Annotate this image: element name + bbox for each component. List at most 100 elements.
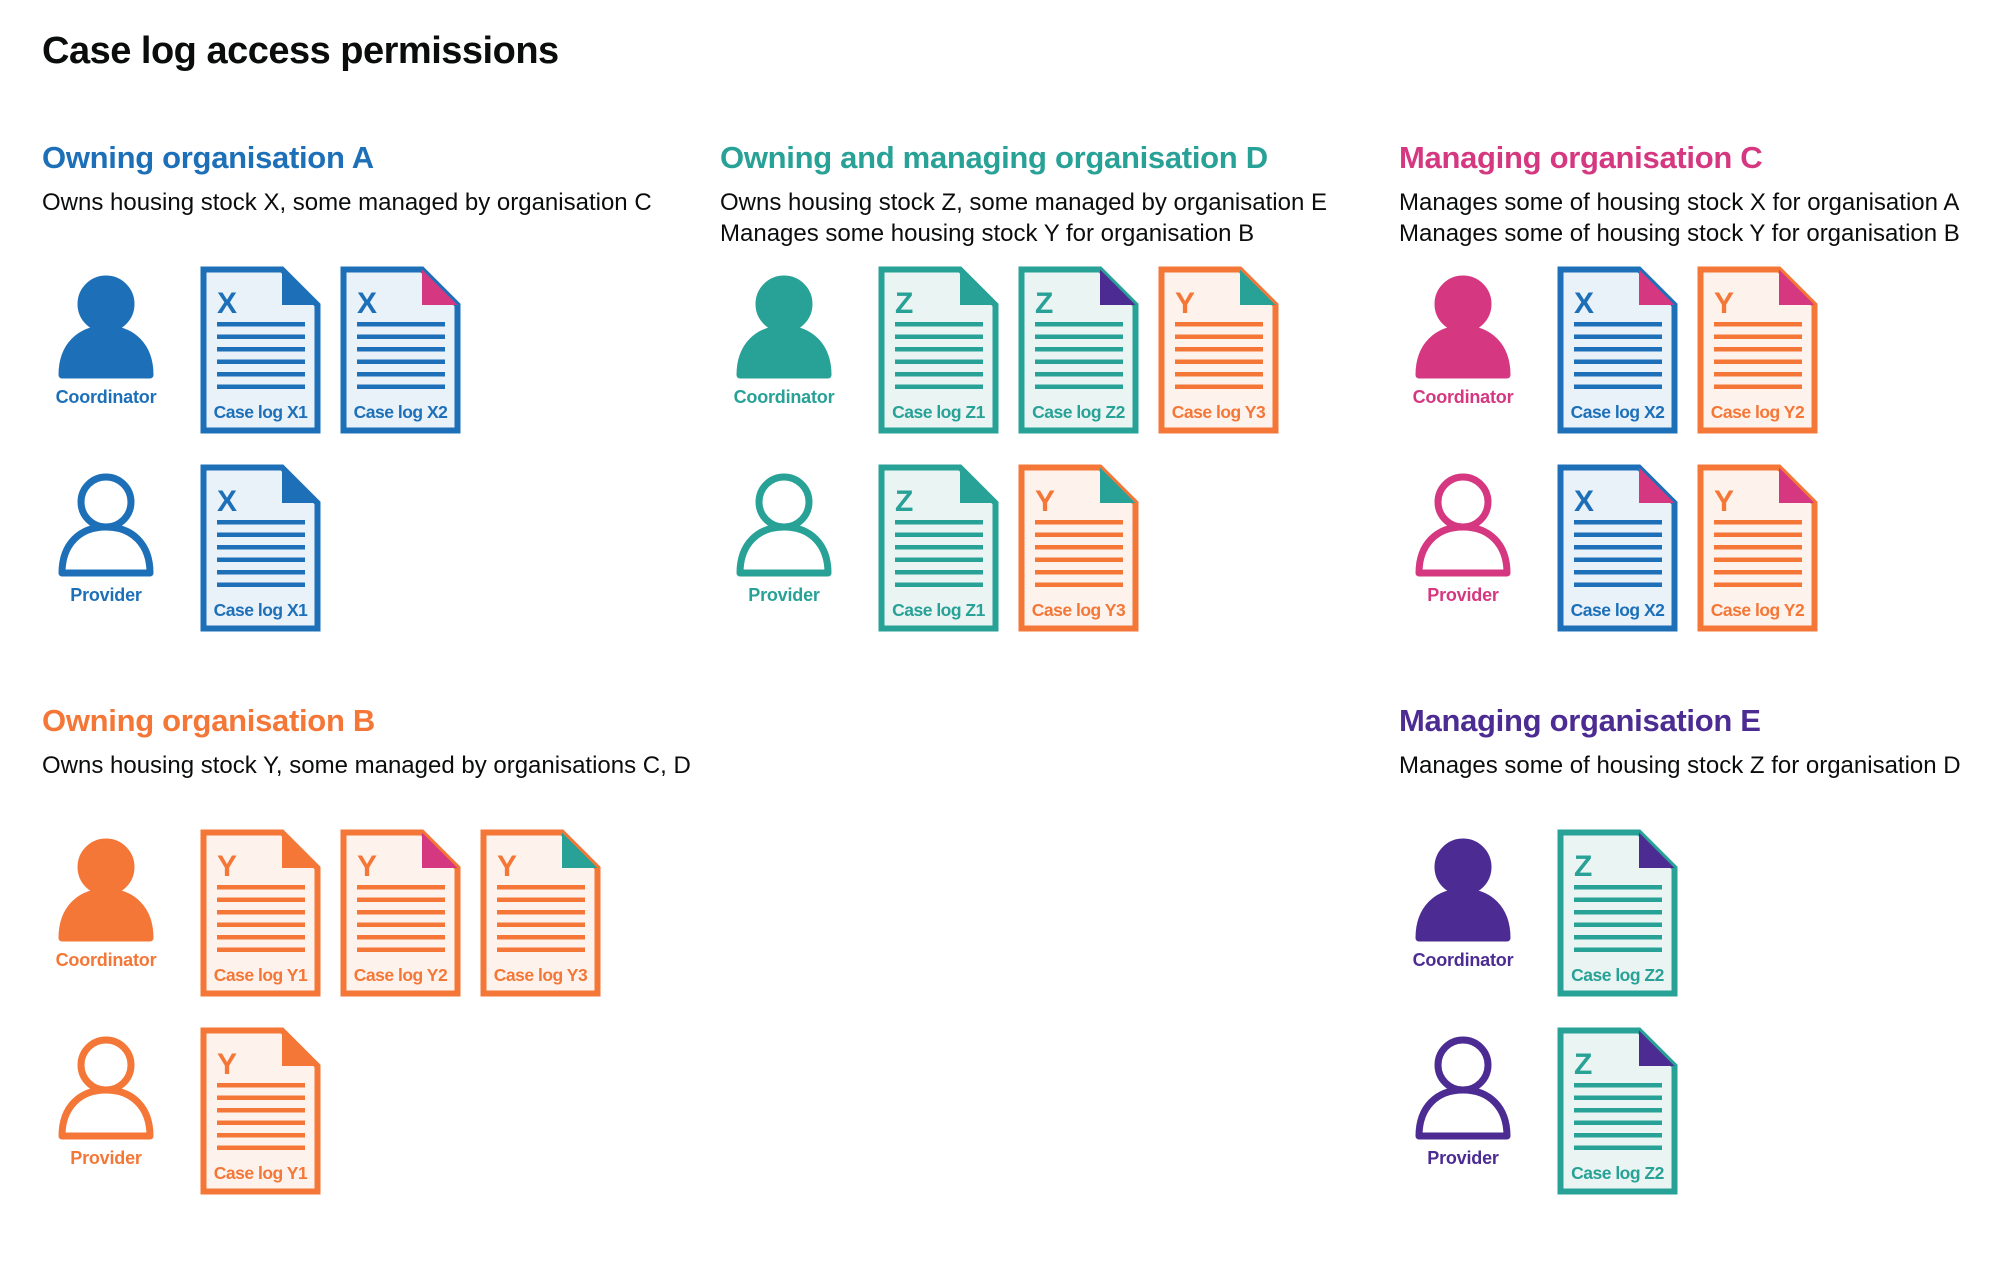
person-outline-icon <box>736 473 832 577</box>
document-letter: Y <box>217 850 237 883</box>
document-letter: Y <box>357 850 377 883</box>
section-heading: Owning organisation A <box>42 140 374 175</box>
document-text-line <box>497 885 585 890</box>
document-text-line <box>1714 334 1802 339</box>
document-text-line <box>357 897 445 902</box>
coordinator-row: Coordinator Y Case log Y1 Y Case log Y2 … <box>42 829 601 997</box>
document-letter: Z <box>1574 850 1592 883</box>
role-label: Provider <box>70 585 142 605</box>
document-text-line <box>895 347 983 352</box>
org-section-a: Owning organisation A Owns housing stock… <box>42 140 690 700</box>
org-section-d: Owning and managing organisation D Owns … <box>720 140 1368 700</box>
person-body <box>1415 888 1511 942</box>
case-log-document: Z Case log Z1 <box>878 266 999 434</box>
role-label: Provider <box>748 585 820 605</box>
document-label: Case log Y2 <box>1711 402 1805 422</box>
document-label: Case log X2 <box>1571 600 1665 620</box>
document-text-line <box>357 384 445 389</box>
document-text-line <box>1574 947 1662 952</box>
coordinator-person: Coordinator <box>1399 266 1527 408</box>
section-description-line: Manages some housing stock Y for organis… <box>720 220 1255 247</box>
section-description-line: Manages some of housing stock X for orga… <box>1399 189 1960 216</box>
person-filled-icon <box>736 275 832 379</box>
document-text-line <box>357 947 445 952</box>
fold-corner-icon <box>1639 467 1675 503</box>
document-text-line <box>1714 557 1802 562</box>
provider-person: Provider <box>42 464 170 606</box>
document-text-line <box>895 384 983 389</box>
document-letter: X <box>217 485 237 518</box>
document-text-line <box>1035 557 1123 562</box>
document-text-line <box>217 334 305 339</box>
document-label: Case log X1 <box>214 600 308 620</box>
document-text-line <box>1574 1133 1662 1138</box>
person-outline-icon <box>1415 1036 1511 1140</box>
document-text-line <box>1574 372 1662 377</box>
case-log-list: Z Case log Z2 <box>1557 829 1678 997</box>
document-text-line <box>1035 532 1123 537</box>
document-text-line <box>895 557 983 562</box>
document-text-line <box>1035 372 1123 377</box>
provider-person: Provider <box>1399 464 1527 606</box>
person-head <box>1434 838 1492 896</box>
document-text-line <box>1714 545 1802 550</box>
document-text-line <box>1035 334 1123 339</box>
document-text-line <box>895 520 983 525</box>
document-label: Case log Y1 <box>214 965 308 985</box>
document-label: Case log Z1 <box>892 402 985 422</box>
provider-row: Provider X Case log X2 Y Case log Y2 <box>1399 464 1818 632</box>
document-text-line <box>1574 545 1662 550</box>
document-text-line <box>1574 384 1662 389</box>
document-text-line <box>1175 322 1263 327</box>
coordinator-row: Coordinator Z Case log Z2 <box>1399 829 1678 997</box>
document-text-line <box>217 1108 305 1113</box>
document-text-line <box>895 372 983 377</box>
org-section-e: Managing organisation E Manages some of … <box>1399 703 2000 1263</box>
document-text-line <box>217 935 305 940</box>
case-log-list: Z Case log Z1 Z Case log Z2 Y Case log Y… <box>878 266 1279 434</box>
section-heading: Managing organisation C <box>1399 140 1763 175</box>
role-label: Coordinator <box>1412 950 1514 970</box>
case-log-document: Z Case log Z1 <box>878 464 999 632</box>
document-text-line <box>1035 582 1123 587</box>
page-title: Case log access permissions <box>42 30 559 72</box>
person-body <box>58 325 154 379</box>
document-letter: X <box>217 287 237 320</box>
document-text-line <box>895 334 983 339</box>
document-label: Case log X2 <box>354 402 448 422</box>
provider-row: Provider Z Case log Z1 Y Case log Y3 <box>720 464 1139 632</box>
case-log-document: Z Case log Z2 <box>1557 829 1678 997</box>
person-body <box>736 523 832 577</box>
case-log-document: Y Case log Y2 <box>340 829 461 997</box>
coordinator-row: Coordinator X Case log X2 Y Case log Y2 <box>1399 266 1818 434</box>
person-head <box>77 838 135 896</box>
document-text-line <box>357 935 445 940</box>
document-letter: Z <box>1574 1048 1592 1081</box>
person-filled-icon <box>58 838 154 942</box>
person-head <box>1434 1036 1492 1094</box>
fold-corner-icon <box>282 1030 318 1066</box>
document-letter: Y <box>497 850 517 883</box>
case-log-document: X Case log X2 <box>1557 464 1678 632</box>
document-text-line <box>1175 372 1263 377</box>
document-text-line <box>357 885 445 890</box>
section-heading: Owning and managing organisation D <box>720 140 1268 175</box>
case-log-document: X Case log X2 <box>340 266 461 434</box>
document-text-line <box>1035 359 1123 364</box>
case-log-document: Y Case log Y2 <box>1697 266 1818 434</box>
document-text-line <box>217 1083 305 1088</box>
provider-person: Provider <box>720 464 848 606</box>
document-text-line <box>1574 557 1662 562</box>
document-text-line <box>217 359 305 364</box>
document-text-line <box>217 532 305 537</box>
person-filled-icon <box>1415 275 1511 379</box>
case-log-document: X Case log X1 <box>200 266 321 434</box>
document-text-line <box>1035 570 1123 575</box>
person-filled-icon <box>1415 838 1511 942</box>
document-text-line <box>1574 1095 1662 1100</box>
document-text-line <box>217 885 305 890</box>
case-log-list: Z Case log Z2 <box>1557 1027 1678 1195</box>
fold-corner-icon <box>422 832 458 868</box>
person-head <box>77 275 135 333</box>
